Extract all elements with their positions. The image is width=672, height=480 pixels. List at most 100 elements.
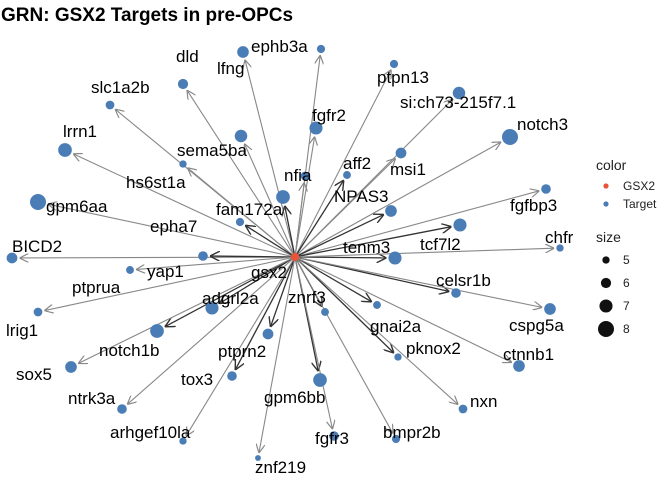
edge-tenm3	[294, 257, 385, 258]
node-ntrk3a	[117, 404, 127, 414]
node-ephb3a	[237, 46, 249, 58]
edge-sema5ba	[245, 144, 296, 258]
legend-size-swatch	[599, 299, 613, 313]
edge-fgfr3	[294, 256, 332, 428]
edge-gnai2a	[294, 256, 371, 301]
edge-aff2	[294, 181, 343, 258]
edge-arhgef10la	[186, 256, 296, 435]
edge-ctnnb1	[294, 256, 511, 362]
node-label: sox5	[16, 365, 52, 384]
node-fgfr2	[309, 121, 323, 135]
node-notch1b	[150, 324, 164, 338]
edge-pknox2	[294, 256, 393, 352]
node-ptprn2	[262, 328, 274, 340]
node-znf219	[255, 455, 261, 461]
edge-notch1b	[166, 256, 296, 326]
node-label: slc1a2b	[91, 78, 150, 97]
legend-color-label: Target	[623, 197, 657, 211]
legend-size-label: 5	[623, 253, 630, 267]
legend-color-label: GSX2	[623, 179, 655, 193]
legend-size-swatch	[602, 256, 610, 264]
node-label: znrf3	[288, 288, 326, 307]
node-label: tox3	[181, 370, 213, 389]
node-bicd2	[6, 252, 18, 264]
node-label: hs6st1a	[126, 173, 186, 192]
edge-znf219	[259, 256, 296, 452]
edge-fgfr2	[294, 137, 314, 258]
node-label: gsx2	[251, 263, 287, 282]
edge-sox5	[79, 256, 296, 363]
node-chfr	[556, 244, 564, 252]
node-label: celsr1b	[436, 271, 491, 290]
node-label: dld	[176, 47, 199, 66]
legend-color-title: color	[596, 157, 627, 173]
node-label: ptpn13	[377, 68, 429, 87]
node-gnai2a	[373, 301, 381, 309]
node-gsx2	[290, 252, 300, 262]
node-label: ptprua	[72, 278, 121, 297]
edge-msi1	[294, 159, 395, 258]
node-ptprua	[126, 266, 134, 274]
node-label: si:ch73-215f7.1	[400, 93, 516, 112]
node-epha7	[235, 217, 245, 227]
edges-layer	[20, 56, 553, 452]
node-label: yap1	[147, 262, 184, 281]
node-label: tenm3	[343, 238, 390, 257]
legend-size-label: 7	[623, 299, 630, 313]
edge-lrrn1	[74, 154, 296, 258]
node-label: gnai2a	[370, 317, 422, 336]
node-aff2	[343, 171, 351, 179]
node-label: nxn	[470, 392, 497, 411]
node-label: bmpr2b	[383, 423, 441, 442]
node-label: notch1b	[99, 341, 160, 360]
node-nfia	[300, 171, 310, 181]
legend-size-title: size	[596, 229, 621, 245]
node-label: ephb3a	[251, 37, 308, 56]
node-label: lrrn1	[63, 122, 97, 141]
edge-chfr	[294, 248, 553, 258]
node-label: fgfr2	[312, 106, 346, 125]
edge-bicd2	[20, 257, 296, 258]
edge-epha7	[246, 226, 296, 258]
edge-notch3	[294, 142, 500, 258]
edge-ntrk3a	[128, 256, 296, 404]
edge-nxn	[294, 256, 458, 404]
node-npas3	[385, 205, 397, 217]
edge-yap1	[211, 256, 296, 257]
legend-size-swatch	[600, 277, 612, 289]
edge-ephb3a	[245, 61, 296, 258]
node-label: pknox2	[406, 339, 461, 358]
node-cspg5a	[544, 303, 556, 315]
node-label: BICD2	[12, 237, 62, 256]
node-lfng	[316, 44, 326, 54]
node-label: fgfr3	[315, 429, 349, 448]
node-ptpn13	[389, 59, 399, 69]
node-label: fam172a	[216, 200, 283, 219]
legend-size-swatch	[598, 321, 614, 337]
node-label: ptprn2	[218, 342, 266, 361]
node-yap1	[198, 251, 208, 261]
node-label: lfng	[217, 59, 244, 78]
edge-tcf7l2	[294, 227, 451, 258]
edge-fam172a	[285, 207, 296, 258]
edge-cspg5a	[294, 256, 541, 307]
node-dld	[177, 78, 189, 90]
node-label: arhgef10la	[110, 423, 191, 442]
node-label: notch3	[517, 115, 568, 134]
node-sich73	[452, 86, 466, 100]
node-label: gpm6aa	[46, 197, 108, 216]
legend-size-label: 6	[623, 276, 630, 290]
edge-ptprua	[137, 256, 296, 269]
node-label: ctnnb1	[503, 345, 554, 364]
node-znrf3	[321, 308, 329, 316]
node-label: ntrk3a	[68, 389, 116, 408]
edge-tox3	[236, 256, 296, 369]
node-label: adgrl2a	[202, 289, 259, 308]
node-lrrn1	[58, 143, 72, 157]
node-tox3	[227, 371, 237, 381]
node-tcf7l2	[453, 218, 467, 232]
node-label: znf219	[255, 458, 306, 477]
node-pknox2	[394, 353, 402, 361]
node-label: NPAS3	[334, 187, 389, 206]
